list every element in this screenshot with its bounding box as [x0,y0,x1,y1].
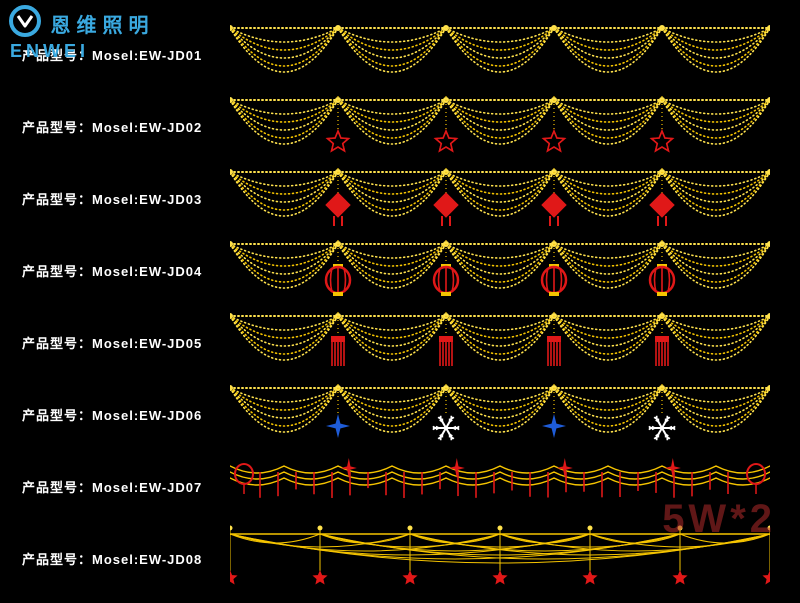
swag-band [230,168,770,228]
product-pattern [230,378,800,450]
product-model-label: 产品型号：Mosel:EW-JD03 [0,189,230,208]
product-model-label: 产品型号：Mosel:EW-JD08 [0,549,230,568]
product-row: 产品型号：Mosel:EW-JD06 [0,378,800,450]
product-row: 产品型号：Mosel:EW-JD03 [0,162,800,234]
product-pattern [230,90,800,162]
product-pattern [230,18,800,90]
logo-mark-icon [8,4,42,43]
product-pattern [230,162,800,234]
swag-band [230,384,770,444]
product-model-label: 产品型号：Mosel:EW-JD02 [0,117,230,136]
product-model-label: 产品型号：Mosel:EW-JD06 [0,405,230,424]
brand-logo: 恩维照明 ENWEI [8,4,154,62]
product-model-label: 产品型号：Mosel:EW-JD07 [0,477,230,496]
product-row: 产品型号：Mosel:EW-JD04 [0,234,800,306]
product-pattern [230,306,800,378]
product-pattern [230,234,800,306]
logo-text-cn: 恩维照明 [50,9,154,38]
swag-band [230,96,770,156]
product-model-label: 产品型号：Mosel:EW-JD04 [0,261,230,280]
logo-text-en: ENWEI [10,41,154,62]
product-row: 产品型号：Mosel:EW-JD05 [0,306,800,378]
swag-band [230,312,770,372]
swag-band [230,24,770,84]
product-row: 产品型号：Mosel:EW-JD02 [0,90,800,162]
swag-band [230,240,770,300]
product-model-label: 产品型号：Mosel:EW-JD05 [0,333,230,352]
watermark-text: 5W*2 [662,497,776,542]
